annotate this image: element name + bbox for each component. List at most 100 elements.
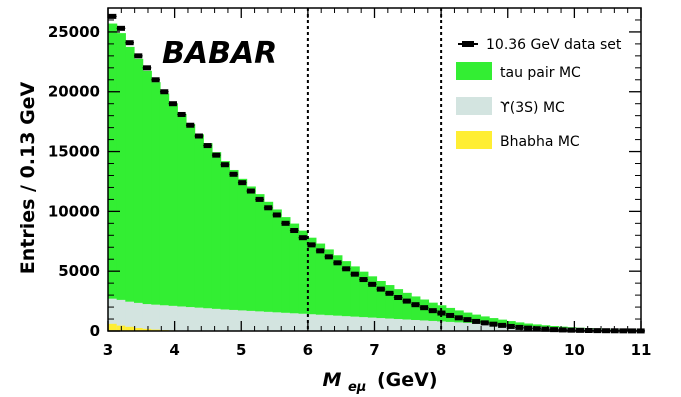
tau-bar: [142, 70, 152, 305]
tau-bar: [541, 325, 551, 327]
tau-bar: [133, 58, 144, 303]
data-point: [108, 13, 117, 19]
data-point: [220, 162, 229, 168]
upsilon-bar: [350, 316, 360, 331]
tau-bar: [532, 324, 542, 327]
upsilon-bar: [272, 312, 282, 331]
tau-bar: [523, 323, 534, 327]
data-point: [151, 77, 160, 83]
upsilon-bar: [151, 304, 161, 331]
x-tick-label: 9: [503, 341, 513, 359]
tau-bar: [549, 325, 559, 328]
data-point: [142, 65, 151, 71]
upsilon-bar: [341, 316, 352, 331]
tau-bar: [229, 169, 239, 310]
data-point: [567, 327, 576, 333]
upsilon-bar: [298, 313, 308, 331]
data-point: [134, 53, 143, 59]
upsilon-bar: [159, 305, 170, 331]
tau-bar: [255, 194, 265, 312]
data-point: [506, 323, 515, 329]
upsilon-bar: [185, 307, 196, 331]
upsilon-bar: [229, 309, 239, 331]
data-point: [116, 25, 125, 31]
tau-bar: [341, 261, 352, 317]
x-tick-label: 5: [236, 341, 246, 359]
data-point: [558, 327, 567, 333]
tau-bar: [125, 46, 135, 302]
upsilon-bar: [419, 320, 430, 331]
upsilon-bar: [289, 313, 300, 331]
upsilon-bar: [142, 304, 152, 331]
bhabha-bar: [108, 323, 118, 331]
legend-label-tau: tau pair MC: [500, 65, 581, 81]
x-tick-label: 8: [436, 341, 446, 359]
x-tick-label: 7: [369, 341, 379, 359]
data-point: [454, 315, 463, 321]
tau-bar: [177, 113, 187, 307]
upsilon-bar: [255, 311, 265, 331]
tau-bar: [281, 217, 291, 313]
data-point: [411, 302, 420, 308]
tau-bar: [246, 186, 256, 311]
upsilon-bar: [246, 310, 256, 331]
data-point: [524, 325, 533, 331]
upsilon-bar: [428, 320, 438, 331]
tau-bar: [367, 276, 378, 318]
x-tick-label: 4: [169, 341, 179, 359]
data-point: [203, 143, 212, 149]
upsilon-bar: [402, 319, 412, 331]
upsilon-bar: [385, 318, 395, 331]
data-point: [290, 228, 299, 234]
tau-bar: [376, 280, 386, 319]
tau-bar: [506, 321, 516, 326]
tau-bar: [385, 285, 395, 319]
data-point: [385, 290, 394, 296]
data-point: [307, 242, 316, 248]
legend-data-marker: [462, 41, 474, 47]
bhabha-bar: [142, 328, 152, 331]
data-point: [359, 277, 368, 283]
y-tick-label: 20000: [48, 83, 100, 101]
legend: 10.36 GeV data set tau pair MC ϒ(3S) MC …: [456, 37, 622, 150]
data-point: [368, 281, 377, 287]
y-tick-label: 25000: [48, 23, 100, 41]
legend-swatch-tau: [456, 62, 492, 80]
tau-bar: [411, 296, 421, 320]
y-tick-label: 10000: [48, 202, 100, 220]
legend-label-upsilon: ϒ(3S) MC: [500, 100, 565, 116]
tau-bar: [108, 23, 118, 299]
data-point: [437, 310, 446, 316]
data-point: [246, 188, 255, 194]
data-point: [168, 101, 177, 107]
upsilon-bar: [116, 299, 126, 331]
upsilon-bar: [168, 305, 178, 331]
x-axis-title-sub: eμ: [348, 380, 366, 395]
upsilon-bar: [411, 319, 421, 331]
tau-bar: [237, 178, 248, 311]
tau-bar: [203, 143, 213, 309]
tau-bar: [263, 201, 274, 312]
upsilon-bar: [194, 307, 204, 331]
legend-label-data: 10.36 GeV data set: [486, 37, 622, 53]
upsilon-bar: [324, 315, 334, 331]
tau-bar: [116, 33, 126, 300]
tau-bar: [272, 209, 282, 313]
data-point: [281, 220, 290, 226]
bhabha-bar: [125, 326, 135, 331]
data-point: [472, 318, 481, 324]
x-axis-title-unit: (GeV): [377, 369, 438, 391]
y-tick-label: 15000: [48, 143, 100, 161]
bhabha-bar: [133, 328, 144, 331]
y-axis-title: Entries / 0.13 GeV: [17, 81, 39, 274]
data-point: [402, 298, 411, 304]
tau-bar: [480, 316, 490, 324]
data-point: [420, 305, 429, 311]
x-tick-label: 11: [631, 341, 652, 359]
upsilon-bar: [263, 311, 274, 331]
upsilon-bar: [445, 321, 456, 331]
upsilon-bar: [376, 318, 386, 331]
tau-bar: [497, 319, 508, 325]
data-point: [272, 212, 281, 218]
data-point: [316, 248, 325, 254]
